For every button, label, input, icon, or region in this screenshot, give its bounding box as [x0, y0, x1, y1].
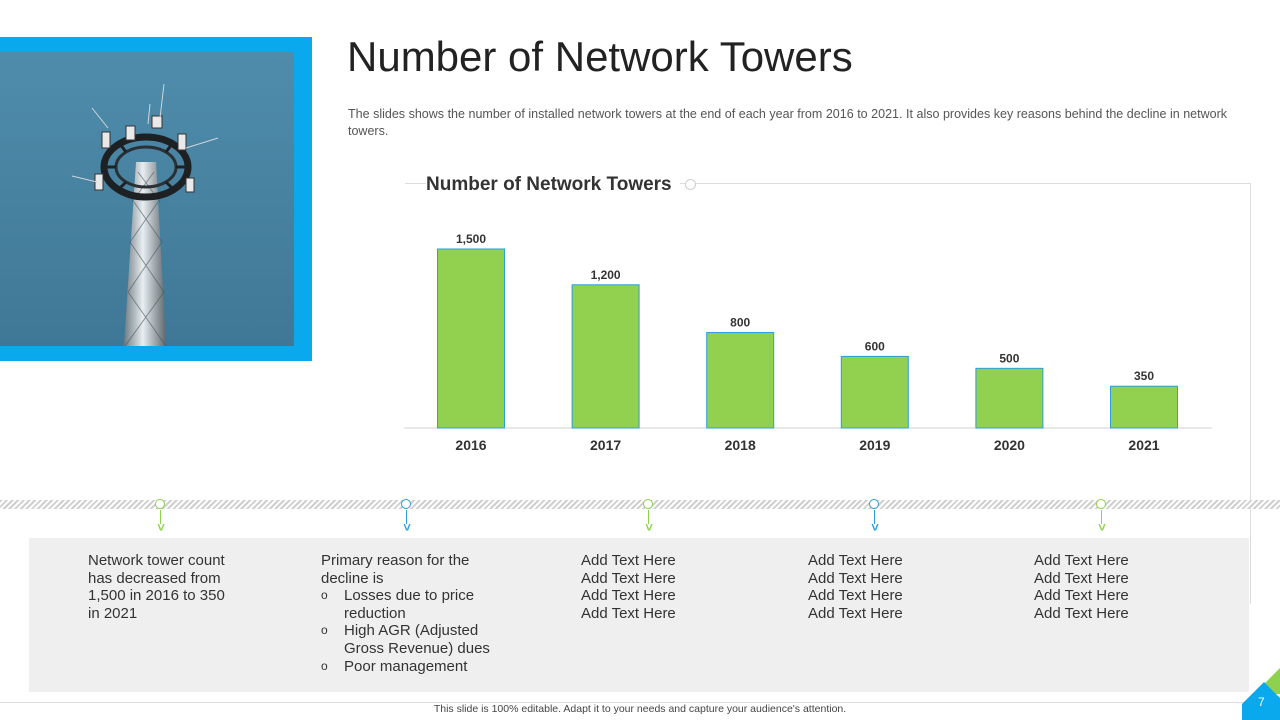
chevron-down-icon: ˅	[871, 520, 879, 535]
data-label-2020: 500	[999, 351, 1019, 365]
chevron-down-icon: ˅	[157, 520, 165, 535]
x-tick-2018: 2018	[725, 437, 756, 453]
data-label-2017: 1,200	[591, 268, 621, 282]
data-label-2021: 350	[1134, 369, 1154, 383]
reason-item: o Losses due to price reduction	[321, 587, 490, 622]
reason-text-line: Gross Revenue) dues	[344, 639, 490, 657]
page-subtitle: The slides shows the number of installed…	[348, 107, 1227, 138]
reason-text-line: reduction	[344, 604, 406, 622]
timeline-connector	[648, 510, 649, 524]
reason-text-line: Losses due to price	[344, 587, 475, 605]
note-text-line: Add Text Here	[1034, 587, 1129, 605]
bar-2016	[437, 248, 505, 429]
bullet-circle-icon: o	[321, 588, 328, 603]
timeline-node-3	[643, 499, 653, 509]
timeline-node-5	[1096, 499, 1106, 509]
page-number-corner: 7	[1242, 668, 1280, 720]
note-text-line: Add Text Here	[808, 552, 903, 569]
timeline-connector	[406, 510, 407, 524]
bar-chart: 1,500 2016 1,200 2017 800 2018 600 2019 500 2020 3…	[404, 232, 1212, 453]
note-column-3: Add Text Here Add Text Here Add Text Here A…	[581, 552, 676, 622]
timeline-connector	[874, 510, 875, 524]
data-label-2019: 600	[865, 339, 885, 353]
x-tick-2017: 2017	[590, 437, 621, 453]
note-text-line: decline is	[321, 569, 384, 587]
note-text-line: 1,500 in 2016 to 350	[88, 587, 225, 605]
chevron-down-icon: ˅	[645, 520, 653, 535]
timeline-node-4	[869, 499, 879, 509]
note-column-1: Network tower count has decreased from 1,5…	[88, 552, 225, 622]
note-text-line: Primary reason for the	[321, 552, 470, 569]
note-text-line: Add Text Here	[808, 587, 903, 605]
reason-list: o Losses due to price reduction o High AGR (…	[321, 587, 490, 675]
timeline-connector	[1101, 510, 1102, 524]
page-number: 7	[1258, 695, 1265, 709]
note-text-line: Add Text Here	[1034, 604, 1129, 622]
x-tick-2021: 2021	[1128, 437, 1159, 453]
note-text-line: Network tower count	[88, 552, 225, 569]
reason-text-line: High AGR (Adjusted	[344, 622, 479, 640]
note-text-line: Add Text Here	[581, 569, 676, 587]
note-text-line: Add Text Here	[1034, 569, 1129, 587]
bar-2021	[1110, 385, 1178, 429]
timeline-divider	[0, 500, 1280, 509]
footer-divider	[0, 702, 1245, 703]
timeline-node-2	[401, 499, 411, 509]
note-text-line: Add Text Here	[808, 569, 903, 587]
data-label-2016: 1,500	[456, 232, 486, 246]
bar-2018	[706, 332, 775, 429]
data-label-2018: 800	[730, 316, 750, 330]
notes-panel	[29, 538, 1249, 692]
page-title: Number of Network Towers	[347, 33, 853, 80]
chevron-down-icon: ˅	[403, 520, 411, 535]
note-text-line: Add Text Here	[581, 587, 676, 605]
bullet-circle-icon: o	[321, 658, 328, 673]
footer-note: This slide is 100% editable. Adapt it to…	[433, 703, 847, 715]
chart-title-dot	[685, 179, 696, 190]
bar-2019	[840, 355, 909, 429]
note-text-line: Add Text Here	[581, 604, 676, 622]
timeline-connector	[160, 510, 161, 524]
note-text-line: Add Text Here	[808, 604, 903, 622]
x-tick-2020: 2020	[994, 437, 1025, 453]
note-text-line: has decreased from	[88, 569, 221, 587]
note-text-line: Add Text Here	[581, 552, 676, 569]
bullet-circle-icon: o	[321, 623, 328, 638]
note-text-line: in 2021	[88, 604, 138, 622]
note-text-line: Add Text Here	[1034, 552, 1129, 569]
x-tick-2019: 2019	[859, 437, 890, 453]
chart-title: Number of Network Towers	[426, 174, 680, 196]
note-column-2: Primary reason for the decline is o Losses …	[321, 552, 490, 675]
note-column-5: Add Text Here Add Text Here Add Text Here A…	[1034, 552, 1129, 622]
timeline-node-1	[155, 499, 165, 509]
bar-2020	[975, 367, 1044, 429]
chart-frame	[405, 183, 1251, 604]
reason-text-line: Poor management	[344, 657, 468, 675]
reason-item: o High AGR (Adjusted Gross Revenue) dues	[321, 622, 490, 657]
x-tick-2016: 2016	[455, 437, 486, 453]
network-tower-photo	[0, 52, 294, 346]
reason-item: o Poor management	[321, 658, 490, 676]
bar-2017	[571, 284, 640, 429]
note-column-4: Add Text Here Add Text Here Add Text Here A…	[808, 552, 903, 622]
chevron-down-icon: ˅	[1098, 520, 1106, 535]
